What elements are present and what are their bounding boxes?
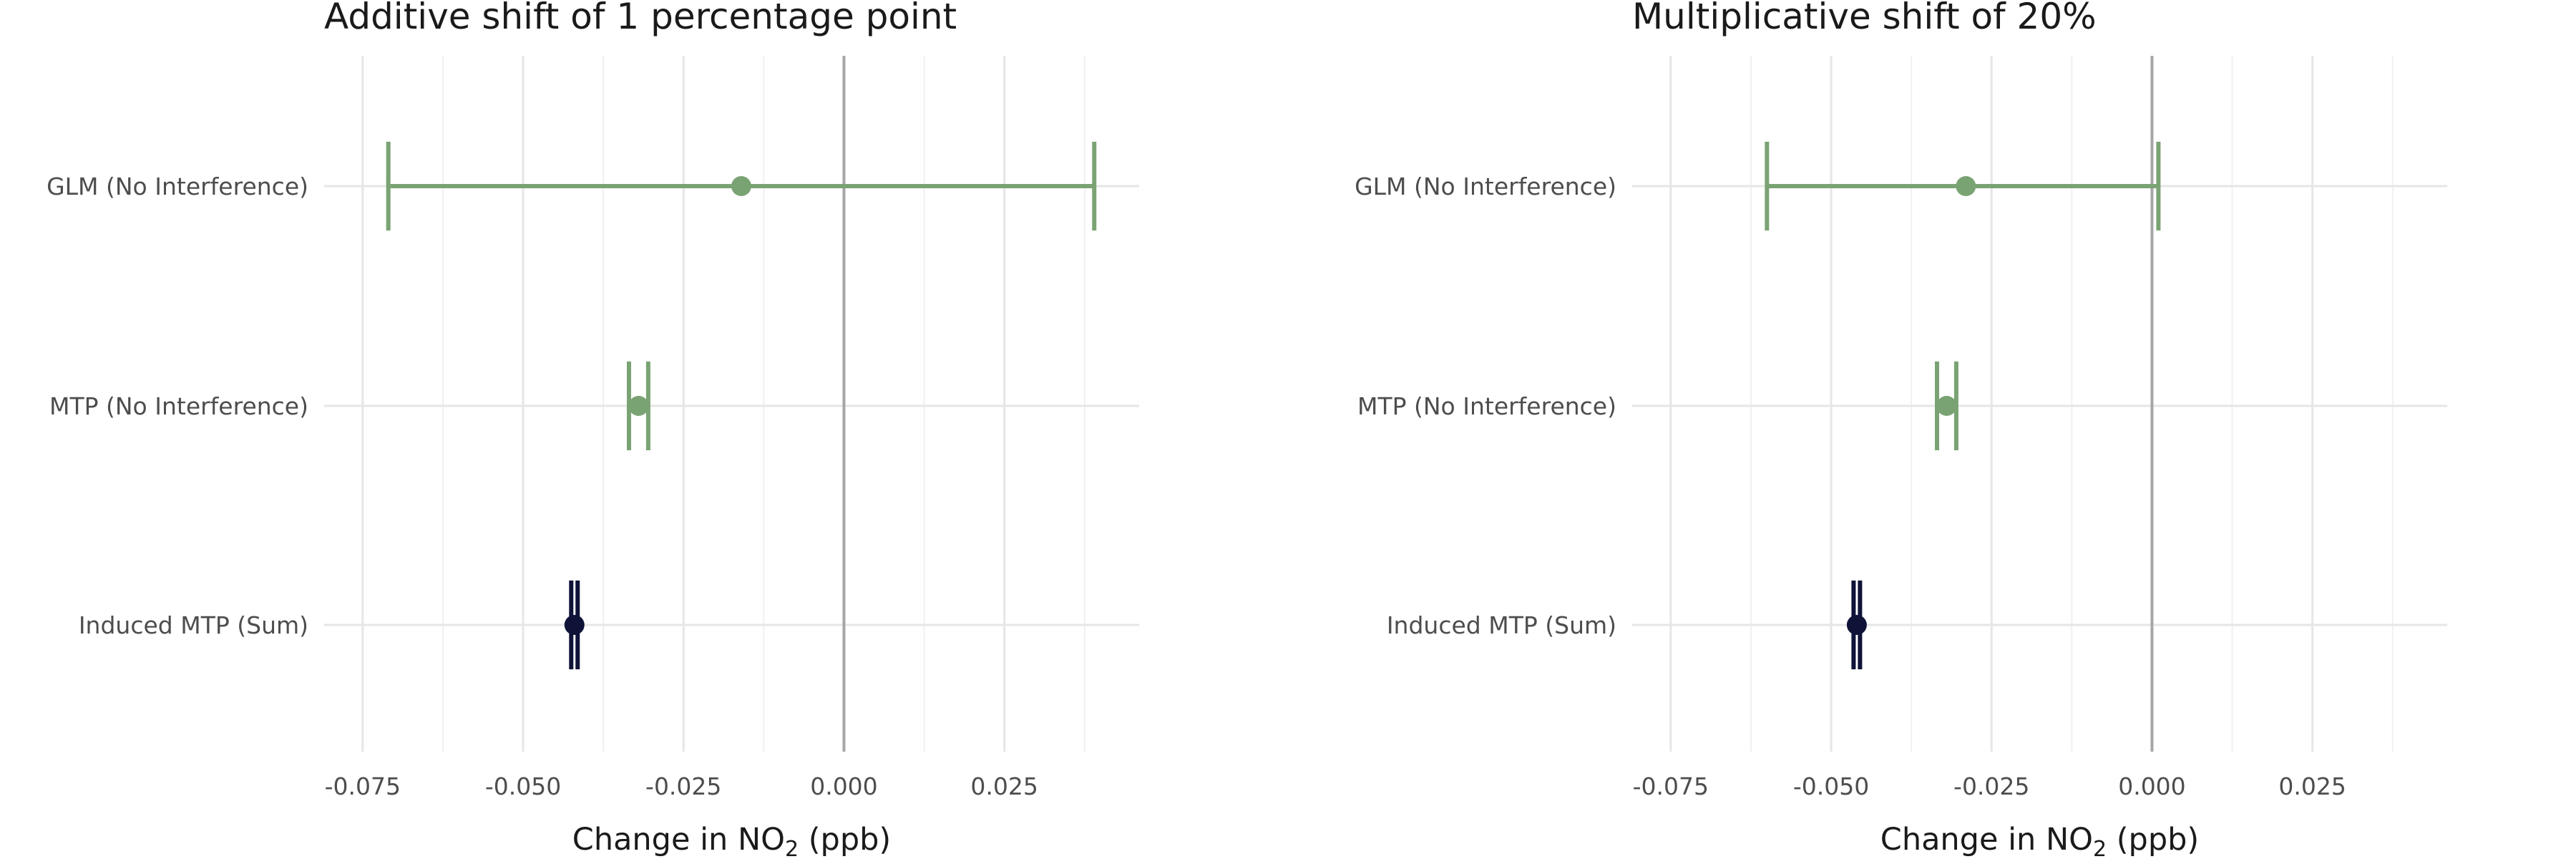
x-tick-label: -0.025 bbox=[1953, 772, 2029, 800]
x-tick-label: -0.050 bbox=[1793, 772, 1869, 800]
x-tick-label: 0.025 bbox=[2278, 772, 2346, 800]
point-estimate bbox=[1956, 176, 1976, 196]
x-tick-label: 0.000 bbox=[2118, 772, 2185, 800]
x-axis-title-units: (ppb) bbox=[2107, 822, 2199, 858]
x-tick-label: -0.075 bbox=[325, 772, 401, 800]
x-axis-title: Change in NO2 (ppb) bbox=[1880, 822, 2199, 859]
x-axis-title-subscript: 2 bbox=[2093, 837, 2107, 859]
category-label: GLM (No Interference) bbox=[47, 173, 308, 200]
x-axis-title: Change in NO2 (ppb) bbox=[572, 822, 891, 859]
x-tick-label: -0.025 bbox=[645, 772, 721, 800]
x-tick-label: 0.000 bbox=[810, 772, 877, 800]
category-label: MTP (No Interference) bbox=[49, 392, 308, 420]
category-label: MTP (No Interference) bbox=[1357, 392, 1616, 420]
point-estimate bbox=[1846, 615, 1867, 635]
point-estimate bbox=[731, 176, 751, 196]
panel-multiplicative: Multiplicative shift of 20% GLM (No Inte… bbox=[1355, 0, 2447, 859]
panel-title: Additive shift of 1 percentage point bbox=[324, 0, 957, 37]
point-estimate bbox=[1936, 396, 1957, 416]
x-tick-label: 0.025 bbox=[970, 772, 1038, 800]
x-tick-label: -0.075 bbox=[1633, 772, 1709, 800]
category-label: Induced MTP (Sum) bbox=[79, 611, 308, 639]
category-label: Induced MTP (Sum) bbox=[1387, 611, 1616, 639]
point-estimate bbox=[564, 615, 585, 635]
x-axis-title-subscript: 2 bbox=[785, 837, 799, 859]
panel-title: Multiplicative shift of 20% bbox=[1632, 0, 2097, 37]
x-axis-title-text: Change in NO bbox=[572, 822, 785, 858]
x-tick-label: -0.050 bbox=[485, 772, 561, 800]
category-label: GLM (No Interference) bbox=[1355, 173, 1616, 200]
x-axis-title-units: (ppb) bbox=[799, 822, 891, 858]
panel-additive: Additive shift of 1 percentage point GLM… bbox=[47, 0, 1139, 859]
x-axis-title-text: Change in NO bbox=[1880, 822, 2093, 858]
point-estimate bbox=[628, 396, 649, 416]
